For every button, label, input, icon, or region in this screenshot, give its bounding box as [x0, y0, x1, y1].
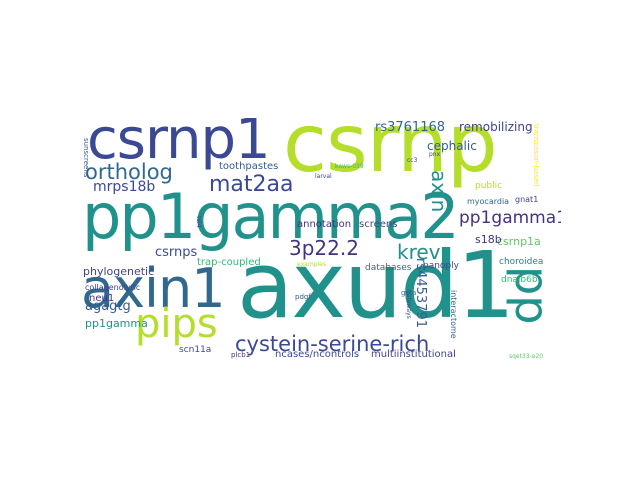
word-choroidea: choroidea [499, 257, 544, 267]
word-kaws-039: kaws-039 [335, 163, 364, 170]
word-interactome: interactome [449, 290, 458, 339]
word-cystein-serine-rich: cystein-serine-rich [235, 332, 430, 356]
word-cloud: axud1 csrnp csrnp1 pp1gamma2 axin1 pips … [79, 118, 561, 366]
word-myocardia: myocardia [467, 197, 510, 206]
word-pp1gamma2: pp1gamma2 [82, 180, 460, 253]
word-s18b: s18b [475, 233, 502, 246]
word-scn11a: scn11a [179, 345, 212, 355]
word-screens: screens [359, 219, 398, 230]
word-phylogenetic: phylogenetic [83, 265, 155, 278]
word-pips: pips [135, 301, 218, 347]
word-examples: examples [297, 261, 326, 268]
word-ortholog: ortholog [85, 160, 173, 184]
word-rs3761168: rs3761168 [375, 120, 446, 135]
word-neu1: neu1 [89, 293, 115, 304]
word-databases: databases [365, 263, 412, 273]
word-krev: krev [397, 240, 441, 264]
word-csrnp1a: csrnp1a [497, 235, 541, 248]
word-axin: axin [427, 170, 451, 213]
word-plcb1: plcb1 [231, 351, 251, 359]
word-3p22.2: 3p22.2 [289, 236, 359, 260]
word-gateways: gateways [405, 290, 412, 319]
word-remobilizing: remobilizing [459, 120, 533, 134]
word-transposon-based: transposon-based [532, 124, 540, 187]
word-agagtg: agagtg [85, 299, 131, 314]
word-toothpastes: toothpastes [219, 161, 279, 172]
word-multiinstitutional: multiinstitutional [371, 349, 456, 360]
word-axud1: axud1 [237, 232, 515, 339]
word-sunscreens: sunscreens [82, 138, 90, 178]
word-panoply: panoply [423, 261, 459, 271]
word-pp1gamma: pp1gamma [85, 317, 148, 330]
word-pnx: pnx [429, 151, 441, 158]
word-dnajb6b: dnajb6b [501, 275, 538, 285]
word-trap-coupled: trap-coupled [197, 257, 261, 268]
word-ncases-ncontrols: ncases/ncontrols [275, 349, 360, 360]
word-pdgf: pdgf [295, 293, 311, 301]
word-csrnp1: csrnp1 [87, 118, 271, 172]
word-csrnp: csrnp [283, 118, 498, 190]
word-cc3: cc3 [407, 157, 418, 164]
word-csrnps: csrnps [155, 245, 198, 260]
word-mrps18b: mrps18b [93, 179, 156, 195]
word-cephalic: cephalic [427, 139, 477, 153]
word-gnat1: gnat1 [515, 195, 539, 204]
word-collagenolytic: collagenolytic [85, 283, 141, 292]
word-pp1gamma1: pp1gamma1 [459, 208, 561, 228]
word-tel4: tel4 [195, 216, 202, 228]
word-larval: larval [315, 173, 332, 180]
word-annotation: annotation [297, 219, 352, 230]
word-mat2aa: mat2aa [209, 172, 294, 197]
word-axin1: axin1 [81, 257, 226, 320]
word-gcta: gcta [401, 289, 417, 297]
word-public: public [475, 181, 503, 191]
word-sqet33-e20: sqet33-e20 [509, 353, 544, 360]
